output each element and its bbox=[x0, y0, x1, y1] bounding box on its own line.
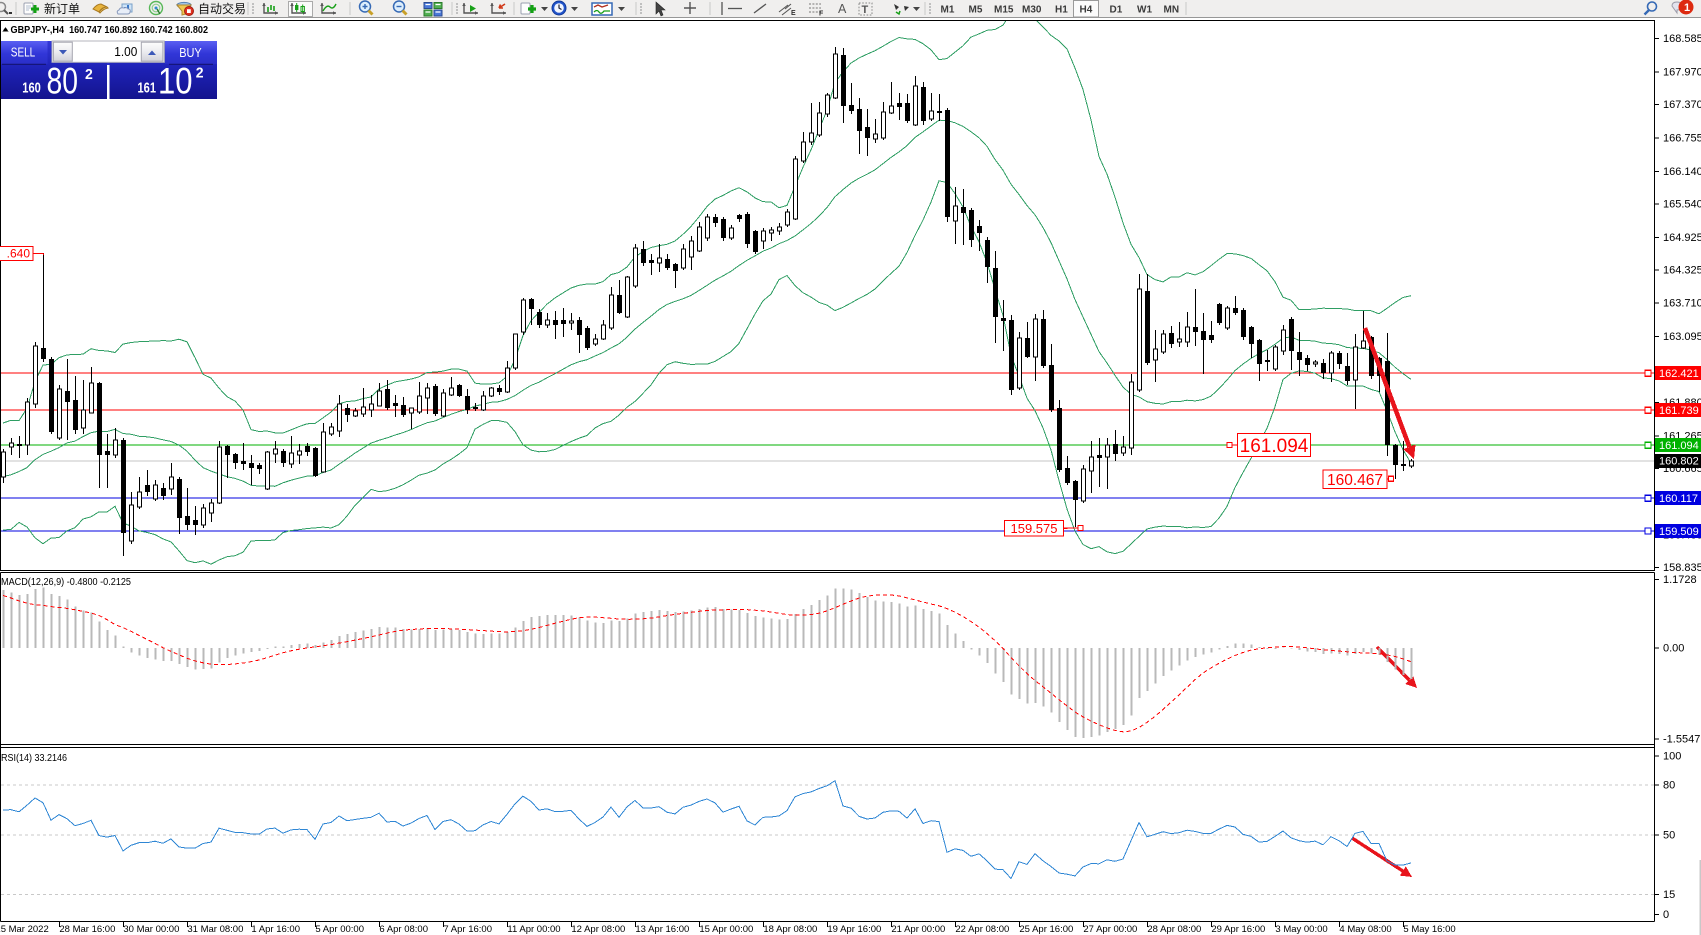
svg-text:19 Apr 16:00: 19 Apr 16:00 bbox=[827, 924, 881, 935]
svg-text:164.325: 164.325 bbox=[1663, 264, 1701, 276]
svg-text:28 Mar 16:00: 28 Mar 16:00 bbox=[59, 924, 115, 935]
svg-text:2: 2 bbox=[196, 65, 204, 82]
svg-text:167.970: 167.970 bbox=[1663, 67, 1701, 79]
svg-text:0: 0 bbox=[1663, 909, 1669, 921]
svg-text:D1: D1 bbox=[1110, 4, 1123, 15]
svg-text:161.094: 161.094 bbox=[1240, 436, 1309, 457]
svg-text:80: 80 bbox=[1663, 780, 1675, 792]
svg-text:100: 100 bbox=[1663, 751, 1681, 763]
svg-text:160: 160 bbox=[22, 80, 41, 97]
svg-text:7 Apr 16:00: 7 Apr 16:00 bbox=[443, 924, 492, 935]
svg-text:161.739: 161.739 bbox=[1659, 405, 1699, 417]
svg-text:MN: MN bbox=[1164, 4, 1180, 15]
svg-text:161.094: 161.094 bbox=[1659, 440, 1699, 452]
svg-text:1.1728: 1.1728 bbox=[1663, 574, 1697, 586]
svg-text:RSI(14) 33.2146: RSI(14) 33.2146 bbox=[1, 753, 67, 764]
svg-text:3 May 00:00: 3 May 00:00 bbox=[1275, 924, 1327, 935]
svg-text:M15: M15 bbox=[994, 4, 1014, 15]
svg-text:F: F bbox=[819, 11, 824, 18]
svg-text:M30: M30 bbox=[1022, 4, 1042, 15]
svg-text:10: 10 bbox=[158, 61, 193, 102]
svg-text:MACD(12,26,9) -0.4800 -0.2125: MACD(12,26,9) -0.4800 -0.2125 bbox=[1, 577, 131, 588]
svg-text:M1: M1 bbox=[941, 4, 955, 15]
svg-text:168.585: 168.585 bbox=[1663, 33, 1701, 45]
svg-text:6 Apr 08:00: 6 Apr 08:00 bbox=[379, 924, 428, 935]
svg-text:0.00: 0.00 bbox=[1663, 643, 1684, 655]
svg-text:31 Mar 08:00: 31 Mar 08:00 bbox=[187, 924, 243, 935]
svg-text:21 Apr 00:00: 21 Apr 00:00 bbox=[891, 924, 945, 935]
svg-text:W1: W1 bbox=[1137, 4, 1152, 15]
svg-text:-1.5547: -1.5547 bbox=[1663, 733, 1700, 745]
svg-text:M5: M5 bbox=[969, 4, 983, 15]
svg-text:167.370: 167.370 bbox=[1663, 99, 1701, 111]
svg-text:H4: H4 bbox=[1080, 4, 1093, 15]
svg-text:158.835: 158.835 bbox=[1663, 562, 1701, 574]
svg-text:15: 15 bbox=[1663, 889, 1675, 901]
svg-text:160.117: 160.117 bbox=[1659, 493, 1698, 505]
svg-text:160.467: 160.467 bbox=[1327, 472, 1383, 489]
svg-text:30 Mar 00:00: 30 Mar 00:00 bbox=[123, 924, 179, 935]
svg-text:SELL: SELL bbox=[11, 45, 35, 59]
svg-text:22 Apr 08:00: 22 Apr 08:00 bbox=[955, 924, 1009, 935]
svg-text:28 Apr 08:00: 28 Apr 08:00 bbox=[1147, 924, 1201, 935]
svg-text:163.710: 163.710 bbox=[1663, 298, 1701, 310]
svg-text:12 Apr 08:00: 12 Apr 08:00 bbox=[571, 924, 625, 935]
svg-text:161: 161 bbox=[138, 80, 157, 97]
svg-text:18 Apr 08:00: 18 Apr 08:00 bbox=[763, 924, 817, 935]
svg-text:159.575: 159.575 bbox=[1011, 521, 1058, 536]
svg-text:11 Apr 00:00: 11 Apr 00:00 bbox=[507, 924, 560, 935]
svg-text:25 Apr 16:00: 25 Apr 16:00 bbox=[1019, 924, 1073, 935]
svg-text:2: 2 bbox=[85, 66, 93, 83]
svg-text:166.755: 166.755 bbox=[1663, 133, 1701, 145]
svg-text:BUY: BUY bbox=[179, 46, 202, 60]
svg-text:163.095: 163.095 bbox=[1663, 331, 1701, 343]
svg-text:5 May 16:00: 5 May 16:00 bbox=[1403, 924, 1455, 935]
svg-text:H1: H1 bbox=[1055, 4, 1068, 15]
svg-text:160.802: 160.802 bbox=[1659, 456, 1699, 468]
svg-text:13 Apr 16:00: 13 Apr 16:00 bbox=[635, 924, 689, 935]
svg-text:1 Apr 16:00: 1 Apr 16:00 bbox=[251, 924, 300, 935]
svg-text:1: 1 bbox=[1684, 2, 1690, 14]
svg-text:.640: .640 bbox=[7, 247, 31, 261]
svg-text:165.540: 165.540 bbox=[1663, 198, 1701, 210]
svg-text:4 May 08:00: 4 May 08:00 bbox=[1339, 924, 1391, 935]
svg-text:50: 50 bbox=[1663, 830, 1675, 842]
svg-text:1.00: 1.00 bbox=[114, 45, 137, 59]
svg-text:自动交易: 自动交易 bbox=[198, 1, 246, 16]
svg-text:159.509: 159.509 bbox=[1659, 526, 1699, 538]
svg-text:新订单: 新订单 bbox=[44, 1, 80, 16]
svg-text:27 Apr 00:00: 27 Apr 00:00 bbox=[1083, 924, 1137, 935]
svg-text:162.421: 162.421 bbox=[1659, 368, 1699, 380]
svg-text:T: T bbox=[862, 4, 869, 16]
svg-text:29 Apr 16:00: 29 Apr 16:00 bbox=[1211, 924, 1265, 935]
svg-text:E: E bbox=[791, 10, 796, 17]
svg-text:5 Apr 00:00: 5 Apr 00:00 bbox=[315, 924, 364, 935]
svg-text:164.925: 164.925 bbox=[1663, 232, 1701, 244]
svg-text:15 Apr 00:00: 15 Apr 00:00 bbox=[699, 924, 753, 935]
svg-text:25 Mar 2022: 25 Mar 2022 bbox=[0, 924, 49, 935]
svg-text:A: A bbox=[838, 2, 847, 16]
svg-text:166.140: 166.140 bbox=[1663, 166, 1701, 178]
svg-text:80: 80 bbox=[47, 61, 79, 102]
svg-text:GBPJPY-,H4 160.747 160.892 16: GBPJPY-,H4 160.747 160.892 160.742 160.8… bbox=[11, 25, 209, 36]
